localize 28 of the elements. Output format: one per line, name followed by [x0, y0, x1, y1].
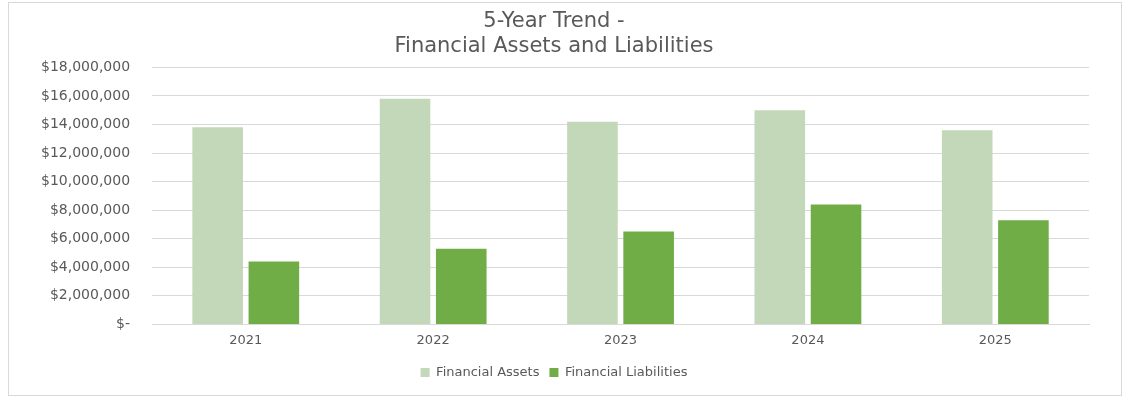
- bar: [192, 127, 243, 324]
- bar: [379, 98, 431, 324]
- x-tick-label: 2021: [229, 331, 263, 347]
- bar: [248, 261, 300, 324]
- x-tick-label: 2022: [416, 331, 450, 347]
- y-tick-label: $16,000,000: [40, 86, 131, 103]
- y-tick-label: $-: [116, 315, 131, 332]
- bar: [623, 231, 674, 324]
- y-tick-label: $10,000,000: [40, 172, 131, 189]
- bar: [567, 121, 618, 324]
- bar: [754, 110, 806, 324]
- x-tick-label: 2025: [978, 331, 1012, 347]
- bar: [435, 248, 487, 324]
- y-tick-label: $18,000,000: [40, 58, 131, 75]
- chart-title: 5-Year Trend - Financial Assets and Liabilities: [394, 8, 714, 58]
- y-tick-label: $2,000,000: [49, 286, 131, 303]
- bar: [998, 220, 1049, 324]
- y-tick-label: $12,000,000: [40, 143, 131, 160]
- legend-label: Financial Liabilities: [564, 363, 688, 379]
- y-tick-label: $14,000,000: [40, 115, 131, 132]
- bar: [810, 204, 862, 324]
- y-tick-label: $8,000,000: [49, 200, 131, 217]
- bar: [941, 130, 993, 324]
- legend-label: Financial Assets: [436, 363, 540, 379]
- y-tick-label: $4,000,000: [49, 257, 131, 274]
- x-tick-label: 2024: [791, 331, 825, 347]
- y-tick-label: $6,000,000: [49, 229, 131, 246]
- x-tick-label: 2023: [603, 331, 638, 347]
